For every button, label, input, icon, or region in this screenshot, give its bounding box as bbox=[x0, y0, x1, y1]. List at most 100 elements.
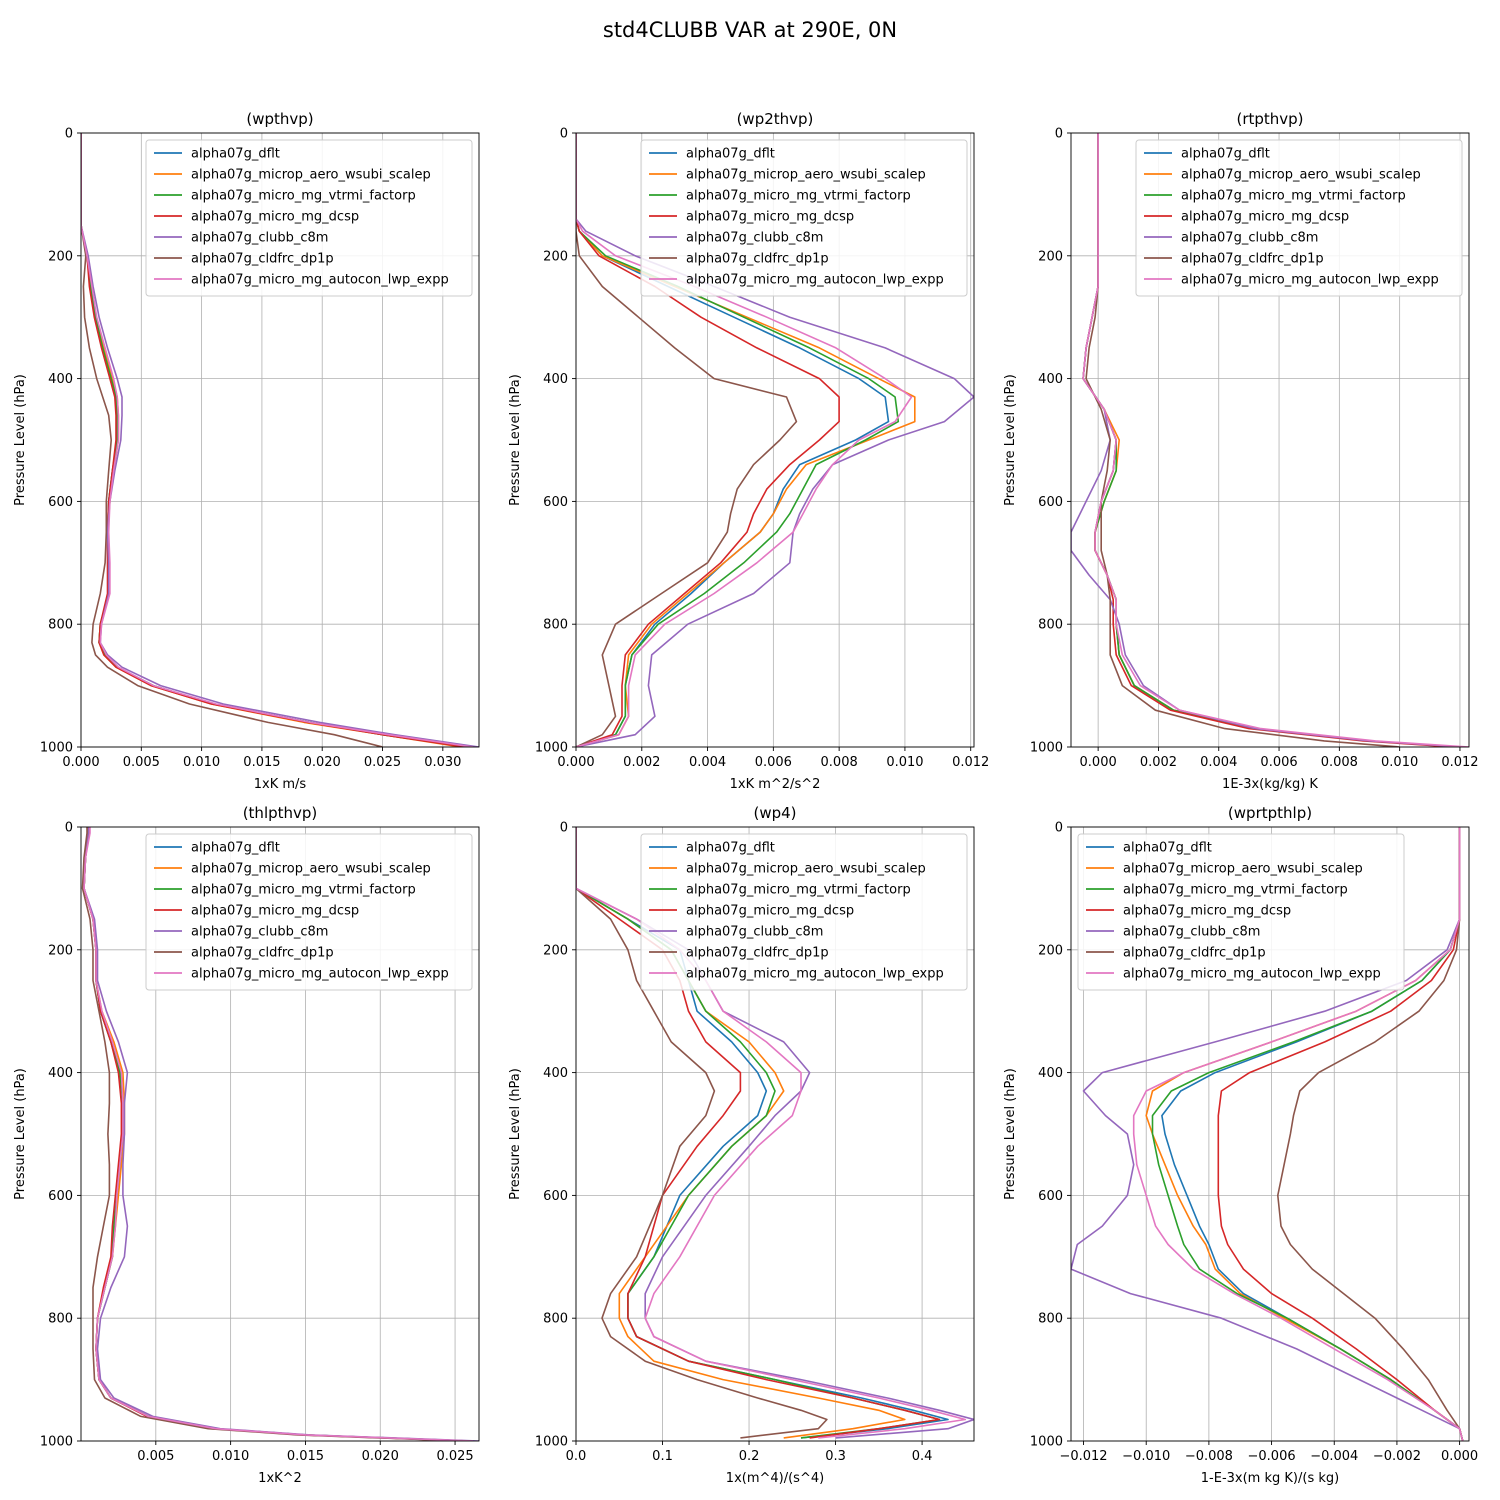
legend-label: alpha07g_micro_mg_vtrmi_factorp bbox=[686, 883, 911, 898]
legend-label: alpha07g_micro_mg_dcsp bbox=[686, 210, 854, 225]
y-tick-label: 0 bbox=[1055, 127, 1063, 142]
x-tick-label: 0.020 bbox=[304, 755, 341, 770]
y-tick-label: 600 bbox=[48, 495, 73, 510]
y-tick-label: 1000 bbox=[40, 741, 73, 756]
x-tick-label: 0.005 bbox=[137, 1449, 174, 1464]
y-tick-label: 400 bbox=[1038, 372, 1063, 387]
x-tick-label: 0.4 bbox=[912, 1449, 933, 1464]
chart-panel: 0.005 0.010 0.015 0.020 0.025 0 200 400 600 800 10… bbox=[13, 804, 480, 1486]
chart-panel: −0.012 −0.010 −0.008 −0.006 −0.004 −0.002 0.00… bbox=[1003, 804, 1478, 1486]
legend-label: alpha07g_cldfrc_dp1p bbox=[191, 252, 334, 267]
y-tick-label: 200 bbox=[48, 943, 73, 958]
series-line bbox=[83, 827, 479, 1441]
chart-title: (rtpthvp) bbox=[1236, 110, 1303, 128]
legend: alpha07g_dflt alpha07g_microp_aero_wsubi_… bbox=[640, 139, 968, 297]
legend-label: alpha07g_cldfrc_dp1p bbox=[1123, 946, 1266, 961]
x-tick-label: 0.0 bbox=[566, 1449, 587, 1464]
series-line bbox=[1082, 133, 1469, 747]
y-tick-label: 200 bbox=[1038, 249, 1063, 264]
x-tick-label: 0.008 bbox=[821, 755, 858, 770]
y-tick-label: 400 bbox=[543, 372, 568, 387]
y-axis-label: Pressure Level (hPa) bbox=[508, 374, 523, 506]
x-tick-label: −0.006 bbox=[1248, 1449, 1296, 1464]
x-tick-label: 0.012 bbox=[1441, 755, 1478, 770]
chart-panel: 0.000 0.002 0.004 0.006 0.008 0.010 0.012 0 200 4… bbox=[508, 110, 989, 792]
x-tick-label: 0.015 bbox=[287, 1449, 324, 1464]
x-tick-label: 0.000 bbox=[557, 755, 594, 770]
x-axis-label: 1xK m^2/s^2 bbox=[730, 777, 821, 792]
series-group bbox=[1071, 827, 1464, 1441]
x-axis-label: 1xK m/s bbox=[254, 777, 307, 792]
series-group bbox=[81, 827, 479, 1441]
series-line bbox=[576, 827, 828, 1439]
y-tick-label: 400 bbox=[543, 1066, 568, 1081]
series-line bbox=[1217, 827, 1464, 1441]
axes-frame bbox=[80, 826, 480, 1442]
series-group bbox=[1071, 133, 1469, 747]
chart-panel: 0.000 0.002 0.004 0.006 0.008 0.010 0.012 0 200 4… bbox=[1003, 110, 1479, 792]
y-tick-label: 200 bbox=[48, 249, 73, 264]
legend-label: alpha07g_cldfrc_dp1p bbox=[686, 252, 829, 267]
x-tick-label: 0.000 bbox=[62, 755, 99, 770]
legend: alpha07g_dflt alpha07g_microp_aero_wsubi_… bbox=[640, 833, 968, 991]
y-tick-label: 200 bbox=[543, 943, 568, 958]
legend-label: alpha07g_dflt bbox=[686, 841, 775, 856]
x-tick-label: 0.010 bbox=[212, 1449, 249, 1464]
legend-label: alpha07g_micro_mg_vtrmi_factorp bbox=[686, 189, 911, 204]
y-tick-label: 0 bbox=[65, 821, 73, 836]
y-tick-label: 400 bbox=[48, 1066, 73, 1081]
legend-label: alpha07g_micro_mg_vtrmi_factorp bbox=[191, 883, 416, 898]
legend: alpha07g_dflt alpha07g_microp_aero_wsubi_… bbox=[1077, 833, 1405, 991]
legend-label: alpha07g_micro_mg_autocon_lwp_expp bbox=[191, 967, 449, 982]
x-tick-label: 0.025 bbox=[436, 1449, 473, 1464]
y-tick-label: 1000 bbox=[1030, 1435, 1063, 1450]
legend-label: alpha07g_dflt bbox=[1181, 147, 1270, 162]
legend-label: alpha07g_micro_mg_vtrmi_factorp bbox=[1123, 883, 1348, 898]
legend-box bbox=[640, 833, 968, 991]
x-tick-label: 0.005 bbox=[123, 755, 160, 770]
legend-label: alpha07g_microp_aero_wsubi_scalep bbox=[1123, 862, 1363, 877]
legend-label: alpha07g_cldfrc_dp1p bbox=[686, 946, 829, 961]
panels-container: 0.000 0.005 0.010 0.015 0.020 0.025 0.03002004… bbox=[13, 110, 1479, 1486]
legend: alpha07g_dflt alpha07g_microp_aero_wsubi_… bbox=[1135, 139, 1463, 297]
series-line bbox=[576, 133, 798, 747]
legend-label: alpha07g_clubb_c8m bbox=[686, 231, 823, 246]
y-axis-label: Pressure Level (hPa) bbox=[13, 1068, 28, 1200]
x-tick-label: 0.025 bbox=[364, 755, 401, 770]
legend-box bbox=[145, 833, 473, 991]
y-tick-label: 200 bbox=[1038, 943, 1063, 958]
series-group bbox=[81, 133, 479, 747]
x-tick-label: −0.012 bbox=[1059, 1449, 1107, 1464]
x-tick-label: 0.2 bbox=[739, 1449, 760, 1464]
y-tick-label: 600 bbox=[1038, 1189, 1063, 1204]
x-tick-label: −0.010 bbox=[1122, 1449, 1170, 1464]
legend-label: alpha07g_clubb_c8m bbox=[686, 925, 823, 940]
legend-box bbox=[1077, 833, 1405, 991]
x-tick-label: 0.004 bbox=[1200, 755, 1237, 770]
legend-label: alpha07g_micro_mg_autocon_lwp_expp bbox=[1181, 273, 1439, 288]
chart-title: (wpthvp) bbox=[246, 110, 313, 128]
x-tick-label: 0.3 bbox=[825, 1449, 846, 1464]
legend-box bbox=[145, 139, 473, 297]
y-tick-label: 800 bbox=[1038, 618, 1063, 633]
legend-label: alpha07g_micro_mg_dcsp bbox=[191, 210, 359, 225]
series-line bbox=[81, 827, 463, 1441]
series-line bbox=[1071, 827, 1464, 1441]
chart-title: (wprtpthlp) bbox=[1228, 804, 1312, 822]
legend-label: alpha07g_micro_mg_vtrmi_factorp bbox=[191, 189, 416, 204]
x-tick-label: −0.008 bbox=[1185, 1449, 1233, 1464]
y-tick-label: 600 bbox=[543, 1189, 568, 1204]
legend-label: alpha07g_cldfrc_dp1p bbox=[191, 946, 334, 961]
x-tick-label: 0.000 bbox=[1080, 755, 1117, 770]
chart-title: (wp2thvp) bbox=[737, 110, 814, 128]
legend-label: alpha07g_clubb_c8m bbox=[191, 925, 328, 940]
axes-frame bbox=[1070, 826, 1470, 1442]
legend-label: alpha07g_micro_mg_dcsp bbox=[1123, 904, 1291, 919]
legend-label: alpha07g_micro_mg_autocon_lwp_expp bbox=[1123, 967, 1381, 982]
axes-frame bbox=[80, 132, 480, 748]
y-tick-label: 600 bbox=[543, 495, 568, 510]
chart-title: (thlpthvp) bbox=[243, 804, 318, 822]
y-tick-label: 800 bbox=[543, 618, 568, 633]
legend-label: alpha07g_dflt bbox=[686, 147, 775, 162]
y-tick-label: 800 bbox=[48, 618, 73, 633]
